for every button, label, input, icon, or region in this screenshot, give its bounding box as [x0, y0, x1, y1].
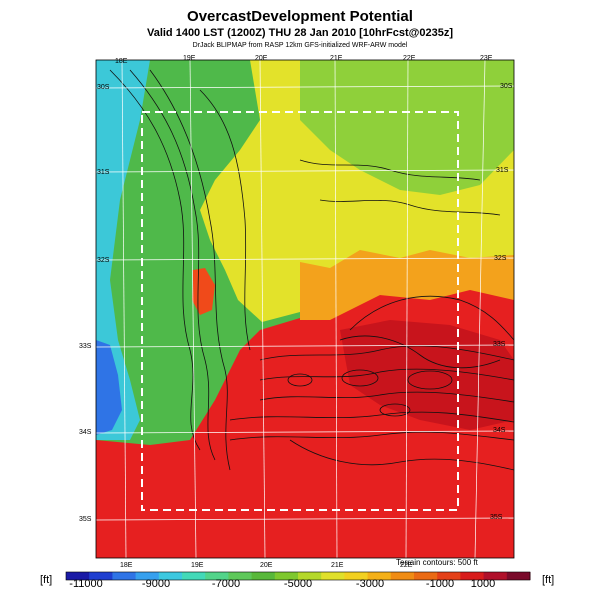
lat-label-right: 31S	[496, 167, 509, 174]
lat-label-right: 35S	[490, 514, 503, 521]
colorbar-swatch	[135, 572, 160, 580]
colorbar-swatch	[506, 572, 531, 580]
lat-label-right: 34S	[493, 427, 506, 434]
colorbar-unit-right: [ft]	[542, 574, 555, 586]
colorbar-tick: -5000	[283, 578, 313, 590]
lat-label-left: 30S	[97, 84, 110, 91]
model-credit-line: DrJack BLIPMAP from RASP 12km GFS-initia…	[192, 42, 408, 49]
colorbar-swatch	[274, 572, 299, 580]
lat-label-left: 33S	[79, 343, 92, 350]
colorbar-tick: 1000	[470, 578, 496, 590]
terrain-contour-note: Terrain contours: 500 ft	[396, 558, 478, 567]
colorbar-swatch	[414, 572, 438, 580]
colorbar-swatch	[89, 572, 113, 580]
colorbar-swatch	[251, 572, 276, 580]
field-darkred	[340, 320, 514, 430]
lon-label-top: 20E	[255, 55, 268, 62]
field-blue	[96, 340, 122, 435]
lon-label-bottom: 18E	[120, 562, 133, 569]
forecast-field	[96, 60, 514, 558]
colorbar-swatch	[205, 572, 229, 580]
colorbar-tick: -1000	[425, 578, 455, 590]
colorbar-swatch	[182, 572, 206, 580]
graticule	[96, 60, 514, 558]
lat-label-right: 33S	[493, 341, 506, 348]
colorbar-tick: -11000	[69, 578, 103, 590]
inner-domain-boundary	[141, 111, 459, 511]
map-frame	[95, 59, 515, 559]
lon-label-bottom: 22E	[400, 562, 413, 569]
lon-label-top: 23E	[480, 55, 493, 62]
colorbar-frame	[65, 571, 531, 581]
field-lightgreen	[300, 60, 514, 195]
lat-label-right: 32S	[494, 255, 507, 262]
lat-label-left: 31S	[97, 169, 110, 176]
lon-label-top: 18E	[115, 58, 128, 65]
lon-label-top: 21E	[330, 55, 343, 62]
map-title: OvercastDevelopment Potential	[187, 8, 413, 25]
lon-label-top: 22E	[403, 55, 416, 62]
colorbar-swatch	[344, 572, 369, 580]
colorbar-swatch	[460, 572, 485, 580]
colorbar-swatch	[298, 572, 322, 580]
colorbar-unit-left: [ft]	[40, 574, 53, 586]
valid-time-line: Valid 1400 LST (1200Z) THU 28 Jan 2010 […	[146, 27, 454, 39]
colorbar-tick: -7000	[211, 578, 241, 590]
lon-label-bottom: 19E	[191, 562, 204, 569]
lon-label-bottom: 21E	[331, 562, 344, 569]
colorbar-swatch	[66, 572, 90, 580]
colorbar-swatch	[228, 572, 253, 580]
colorbar-swatch	[158, 572, 183, 580]
lon-label-bottom: 20E	[260, 562, 273, 569]
terrain-contours	[109, 69, 514, 471]
lat-label-left: 34S	[79, 429, 92, 436]
colorbar-swatch	[367, 572, 392, 580]
lat-label-left: 32S	[97, 257, 110, 264]
lat-label-right: 30S	[500, 83, 513, 90]
lat-label-left: 35S	[79, 516, 92, 523]
colorbar-tick: -9000	[141, 578, 171, 590]
colorbar	[66, 572, 531, 580]
colorbar-swatch	[321, 572, 345, 580]
colorbar-swatch	[390, 572, 415, 580]
lon-label-top: 19E	[183, 55, 196, 62]
colorbar-swatch	[437, 572, 461, 580]
colorbar-swatch	[112, 572, 137, 580]
colorbar-tick: -3000	[355, 578, 385, 590]
colorbar-swatch	[483, 572, 508, 580]
